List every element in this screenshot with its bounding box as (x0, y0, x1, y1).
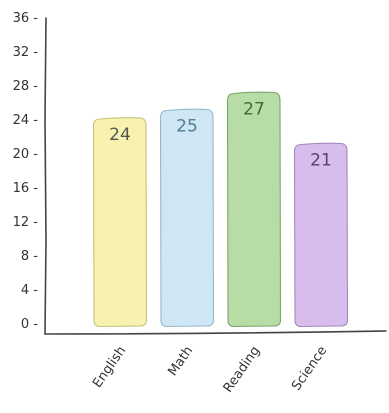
value-labels: 24 25 27 21 (109, 100, 332, 171)
y-tick-label: 20 - (13, 147, 39, 162)
bars (92, 91, 349, 328)
value-label-english: 24 (109, 125, 131, 145)
category-label-reading: Reading (221, 344, 264, 396)
y-tick-label: 16 - (13, 181, 39, 196)
y-tick-label: 4 - (21, 283, 38, 298)
value-label-reading: 27 (243, 100, 265, 120)
bar-english (92, 117, 148, 328)
value-label-science: 21 (310, 151, 332, 171)
y-axis-line (44, 17, 47, 335)
value-label-math: 25 (176, 117, 198, 137)
y-axis-ticks: 0 - 4 - 8 - 12 - 16 - 20 - 24 - 28 - 32 - 36 - (13, 11, 39, 332)
y-tick-label: 8 - (21, 249, 38, 264)
bar-math (159, 108, 215, 328)
category-label-english: English (90, 344, 129, 391)
y-tick-label: 12 - (13, 215, 39, 230)
y-tick-label: 32 - (13, 45, 39, 60)
x-axis-line (44, 330, 387, 335)
y-tick-label: 28 - (13, 79, 39, 94)
y-tick-label: 36 - (13, 11, 39, 26)
category-label-science: Science (289, 344, 330, 394)
bar-reading (226, 91, 282, 328)
category-labels: English Math Reading Science (90, 344, 330, 396)
y-tick-label: 24 - (13, 113, 39, 128)
bar-science (293, 142, 349, 328)
category-label-math: Math (165, 344, 196, 379)
y-tick-label: 0 - (21, 317, 38, 332)
